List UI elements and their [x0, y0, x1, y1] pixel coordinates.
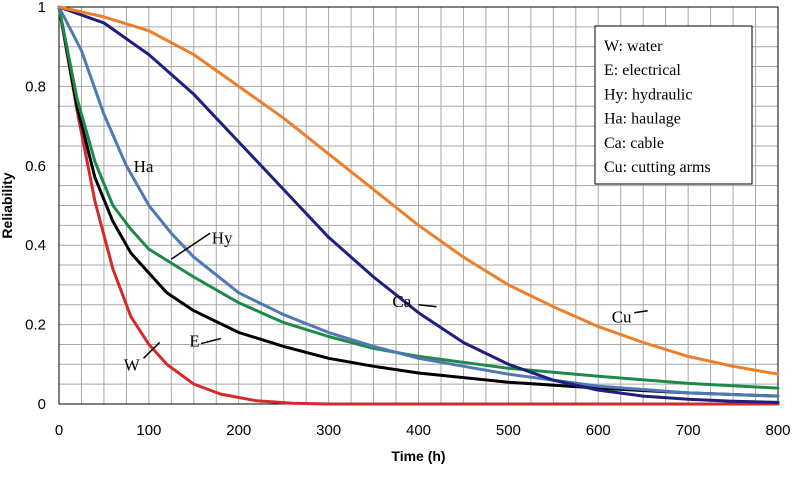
- x-tick-label: 800: [765, 422, 790, 439]
- legend-entry-cable: Ca: cable: [604, 135, 664, 152]
- leader-line-e: [200, 337, 221, 345]
- x-axis-ticks: 0 100 200 300 400 500 600 700 800: [55, 422, 791, 439]
- x-tick-label: 600: [586, 422, 611, 439]
- series-line-w: [57, 5, 780, 406]
- x-tick-label: 0: [55, 422, 63, 439]
- x-tick-label: 400: [406, 422, 431, 439]
- y-tick-label: 0.6: [25, 158, 46, 175]
- series-line-e: [57, 5, 780, 398]
- legend-entry-water: W: water: [604, 38, 663, 55]
- series-lines: [57, 5, 780, 406]
- leader-line-w: [142, 341, 161, 359]
- legend-entry-hydraulic: Hy: hydraulic: [604, 86, 692, 103]
- y-tick-label: 0.4: [25, 237, 46, 254]
- legend-entry-electrical: E: electrical: [604, 62, 681, 79]
- x-tick-label: 300: [316, 422, 341, 439]
- x-tick-label: 700: [676, 422, 701, 439]
- series-line-cu: [57, 5, 780, 376]
- x-tick-label: 200: [226, 422, 251, 439]
- curve-label-ca: Ca: [392, 292, 411, 311]
- leader-line-ca: [418, 304, 437, 308]
- curve-label-hy: Hy: [212, 228, 233, 247]
- x-tick-label: 500: [496, 422, 521, 439]
- curve-labels: W E Hy Ha Ca Cu: [124, 157, 648, 374]
- legend-entry-haulage: Ha: haulage: [604, 111, 681, 128]
- curve-label-ha: Ha: [134, 157, 154, 176]
- y-tick-label: 0: [38, 396, 46, 413]
- y-tick-label: 1: [38, 0, 46, 16]
- y-axis-title: Reliability: [0, 172, 15, 238]
- leader-line-cu: [634, 309, 648, 314]
- legend: W: water E: electrical Hy: hydraulic Ha:…: [594, 25, 753, 185]
- legend-box: [594, 25, 753, 185]
- leader-line-hy: [170, 232, 211, 260]
- series-line-ca: [57, 5, 780, 404]
- x-axis-title: Time (h): [391, 448, 445, 464]
- x-tick-label: 100: [136, 422, 161, 439]
- series-line-hy: [57, 5, 780, 390]
- y-tick-label: 0.8: [25, 78, 46, 95]
- curve-label-w: W: [124, 355, 141, 374]
- y-axis-ticks: 0 0.2 0.4 0.6 0.8 1: [25, 0, 46, 413]
- curve-label-cu: Cu: [612, 308, 632, 327]
- legend-entry-cutting-arms: Cu: cutting arms: [604, 159, 711, 176]
- curve-label-e: E: [189, 331, 199, 350]
- y-tick-label: 0.2: [25, 317, 46, 334]
